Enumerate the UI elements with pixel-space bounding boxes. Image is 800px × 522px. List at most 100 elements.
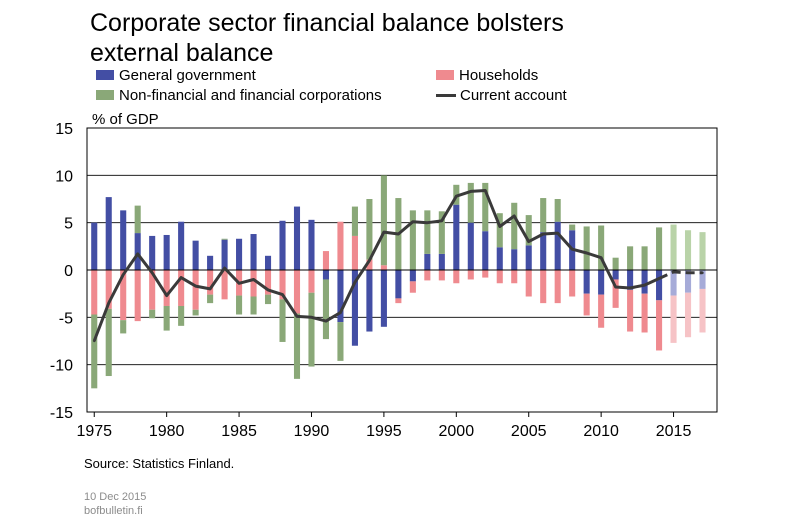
- bar-corporations-1995: [380, 175, 387, 266]
- bar-households-1978: [134, 270, 141, 322]
- current-account-point-1997: [411, 220, 415, 223]
- legend-label-households: Households: [459, 67, 539, 84]
- bar-government-2009: [583, 270, 590, 294]
- bar-government-1983: [207, 255, 214, 270]
- bar-households-1989: [293, 270, 301, 314]
- legend-item-current-account: Current account: [436, 86, 567, 106]
- bar-government-2010: [598, 270, 605, 295]
- current-account-point-2012: [628, 286, 632, 290]
- current-account-point-2006: [542, 232, 545, 236]
- bar-households-1990: [308, 270, 315, 293]
- bar-government-1980: [163, 234, 170, 270]
- bar-households-1977: [120, 270, 127, 321]
- bar-corporations-1993: [351, 206, 358, 236]
- bar-households-1986: [250, 270, 257, 297]
- bar-households-2011: [612, 279, 619, 308]
- bar-government-1997: [409, 270, 416, 282]
- current-account-point-1990: [310, 316, 313, 319]
- bar-corporations-1977: [120, 320, 127, 334]
- bar-government-1977: [120, 210, 127, 270]
- bar-corporations-2005: [525, 215, 532, 246]
- x-tick-label-2005: 2005: [511, 423, 547, 440]
- bar-households-1995: [380, 265, 387, 270]
- legend-item-government: General government: [96, 66, 256, 86]
- legend-swatch-households: [436, 70, 454, 81]
- bar-government-1979: [149, 235, 156, 270]
- current-account-point-2015: [672, 270, 675, 274]
- chart-title: Corporate sector financial balance bolst…: [90, 8, 690, 68]
- bar-corporations-2004: [511, 202, 518, 250]
- bar-corporations-1999: [438, 211, 445, 254]
- y-tick-labels: 15 10 5 0 -5 -10 -15: [50, 121, 73, 422]
- legend-swatch-corporations: [96, 90, 114, 101]
- bar-corporations-2017: [699, 232, 706, 270]
- bar-households-1998: [424, 270, 431, 281]
- current-account-point-2011: [614, 285, 617, 289]
- x-tick-label-2010: 2010: [583, 423, 619, 440]
- bar-households-2003: [496, 270, 503, 284]
- bar-government-1992: [337, 270, 344, 323]
- bar-corporations-1997: [409, 210, 416, 270]
- bar-households-2000: [453, 270, 460, 284]
- bar-government-2000: [453, 204, 460, 270]
- y-tick-label-5: 5: [64, 216, 73, 233]
- bar-government-1996: [395, 270, 402, 299]
- bar-corporations-2010: [598, 225, 605, 270]
- current-account-point-1977: [122, 273, 125, 276]
- bar-households-2010: [598, 294, 605, 328]
- bar-government-2016: [684, 270, 692, 293]
- bar-government-1981: [178, 221, 185, 270]
- current-account-point-2013: [643, 283, 646, 287]
- bar-government-2006: [540, 232, 547, 270]
- bar-households-2012: [627, 289, 634, 332]
- bar-corporations-1983: [207, 294, 214, 304]
- legend-label-government: General government: [119, 67, 256, 84]
- bar-corporations-1991: [322, 279, 330, 340]
- bar-corporations-1979: [149, 309, 156, 319]
- bar-corporations-1986: [250, 296, 257, 315]
- bar-government-2005: [525, 245, 532, 270]
- bar-corporations-2015: [670, 224, 677, 270]
- legend-label-current-account: Current account: [460, 87, 567, 104]
- bar-government-1982: [192, 240, 199, 270]
- current-account-point-2009: [585, 251, 588, 255]
- current-account-point-2017: [701, 271, 704, 275]
- current-account-point-1998: [426, 221, 429, 224]
- current-account-point-2014: [657, 277, 661, 280]
- current-account-point-1983: [208, 287, 212, 291]
- bar-households-1982: [192, 270, 199, 310]
- x-tick-label-1995: 1995: [366, 423, 402, 440]
- current-account-point-1982: [194, 284, 197, 288]
- bar-corporations-1990: [308, 292, 315, 367]
- bar-corporations-1976: [105, 308, 112, 377]
- chart-legend: General government Households Non-financ…: [96, 66, 616, 106]
- current-account-point-1992: [339, 311, 342, 314]
- bar-households-2005: [525, 270, 532, 297]
- current-account-point-2005: [527, 240, 530, 243]
- bar-households-1993: [351, 235, 358, 270]
- bar-corporations-1978: [134, 205, 141, 234]
- bar-government-2007: [554, 221, 561, 270]
- current-account-point-1991: [324, 319, 328, 323]
- bar-government-1976: [105, 197, 112, 270]
- x-tick-label-1975: 1975: [76, 423, 112, 440]
- bar-government-2012: [627, 270, 634, 290]
- bar-corporations-1980: [163, 305, 170, 331]
- y-tick-label-15: 15: [55, 121, 73, 138]
- current-account-point-1986: [252, 278, 255, 281]
- current-account-point-2002: [484, 189, 487, 192]
- current-account-point-2001: [469, 190, 472, 193]
- bar-government-1998: [424, 253, 431, 270]
- bar-households-1981: [178, 270, 185, 306]
- bar-households-2009: [583, 293, 590, 316]
- x-tick-label-1985: 1985: [221, 423, 257, 440]
- y-tick-label--10: -10: [50, 358, 73, 375]
- x-tick-label-1980: 1980: [149, 423, 185, 440]
- bar-corporations-2016: [684, 230, 692, 270]
- current-account-point-2008: [570, 247, 574, 251]
- current-account-point-1984: [223, 266, 226, 270]
- bar-households-1991: [322, 251, 330, 270]
- bar-households-1997: [409, 281, 416, 293]
- legend-swatch-government: [96, 70, 114, 81]
- bar-corporations-2001: [467, 182, 474, 223]
